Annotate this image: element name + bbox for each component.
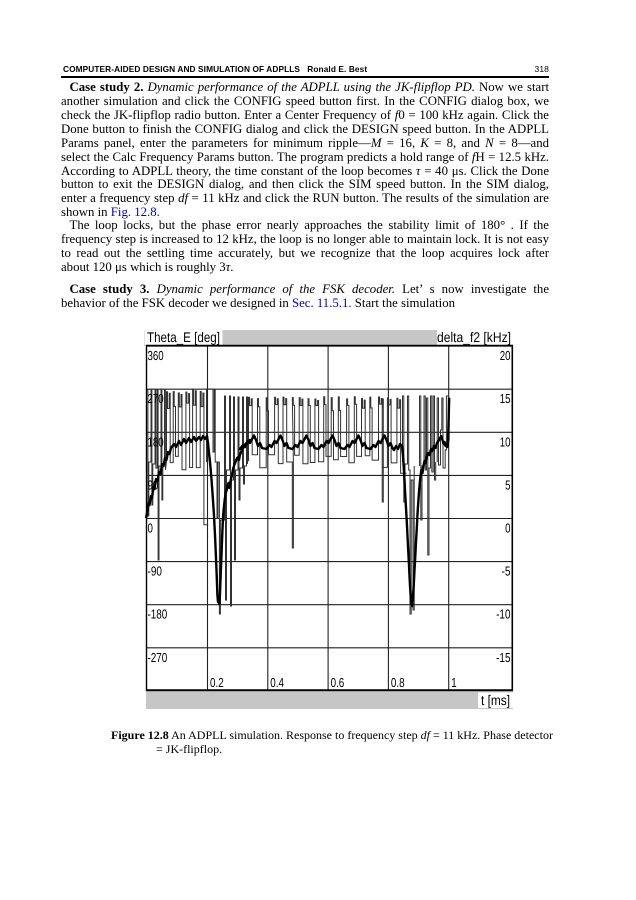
svg-text:5: 5 xyxy=(505,477,510,492)
svg-text:Theta_E [deg]: Theta_E [deg] xyxy=(147,329,220,345)
svg-text:-15: -15 xyxy=(496,650,510,665)
svg-text:20: 20 xyxy=(500,348,511,363)
svg-text:t [ms]: t [ms] xyxy=(481,692,510,708)
svg-text:360: 360 xyxy=(148,348,164,363)
svg-text:90: 90 xyxy=(148,477,159,492)
svg-text:180: 180 xyxy=(148,434,164,449)
svg-text:delta_f2 [kHz]: delta_f2 [kHz] xyxy=(437,329,511,345)
svg-text:270: 270 xyxy=(148,391,164,406)
svg-text:0.6: 0.6 xyxy=(331,675,345,690)
svg-text:-90: -90 xyxy=(148,564,162,579)
svg-text:-10: -10 xyxy=(496,607,510,622)
svg-text:10: 10 xyxy=(500,434,511,449)
svg-text:-270: -270 xyxy=(148,650,168,665)
svg-text:15: 15 xyxy=(500,391,511,406)
svg-text:0.4: 0.4 xyxy=(270,675,284,690)
svg-text:0.8: 0.8 xyxy=(391,675,405,690)
svg-text:1: 1 xyxy=(451,675,456,690)
svg-text:0: 0 xyxy=(148,521,153,536)
svg-text:0: 0 xyxy=(505,521,510,536)
svg-text:-180: -180 xyxy=(148,607,168,622)
svg-text:0.2: 0.2 xyxy=(210,675,224,690)
svg-text:-5: -5 xyxy=(502,564,511,579)
